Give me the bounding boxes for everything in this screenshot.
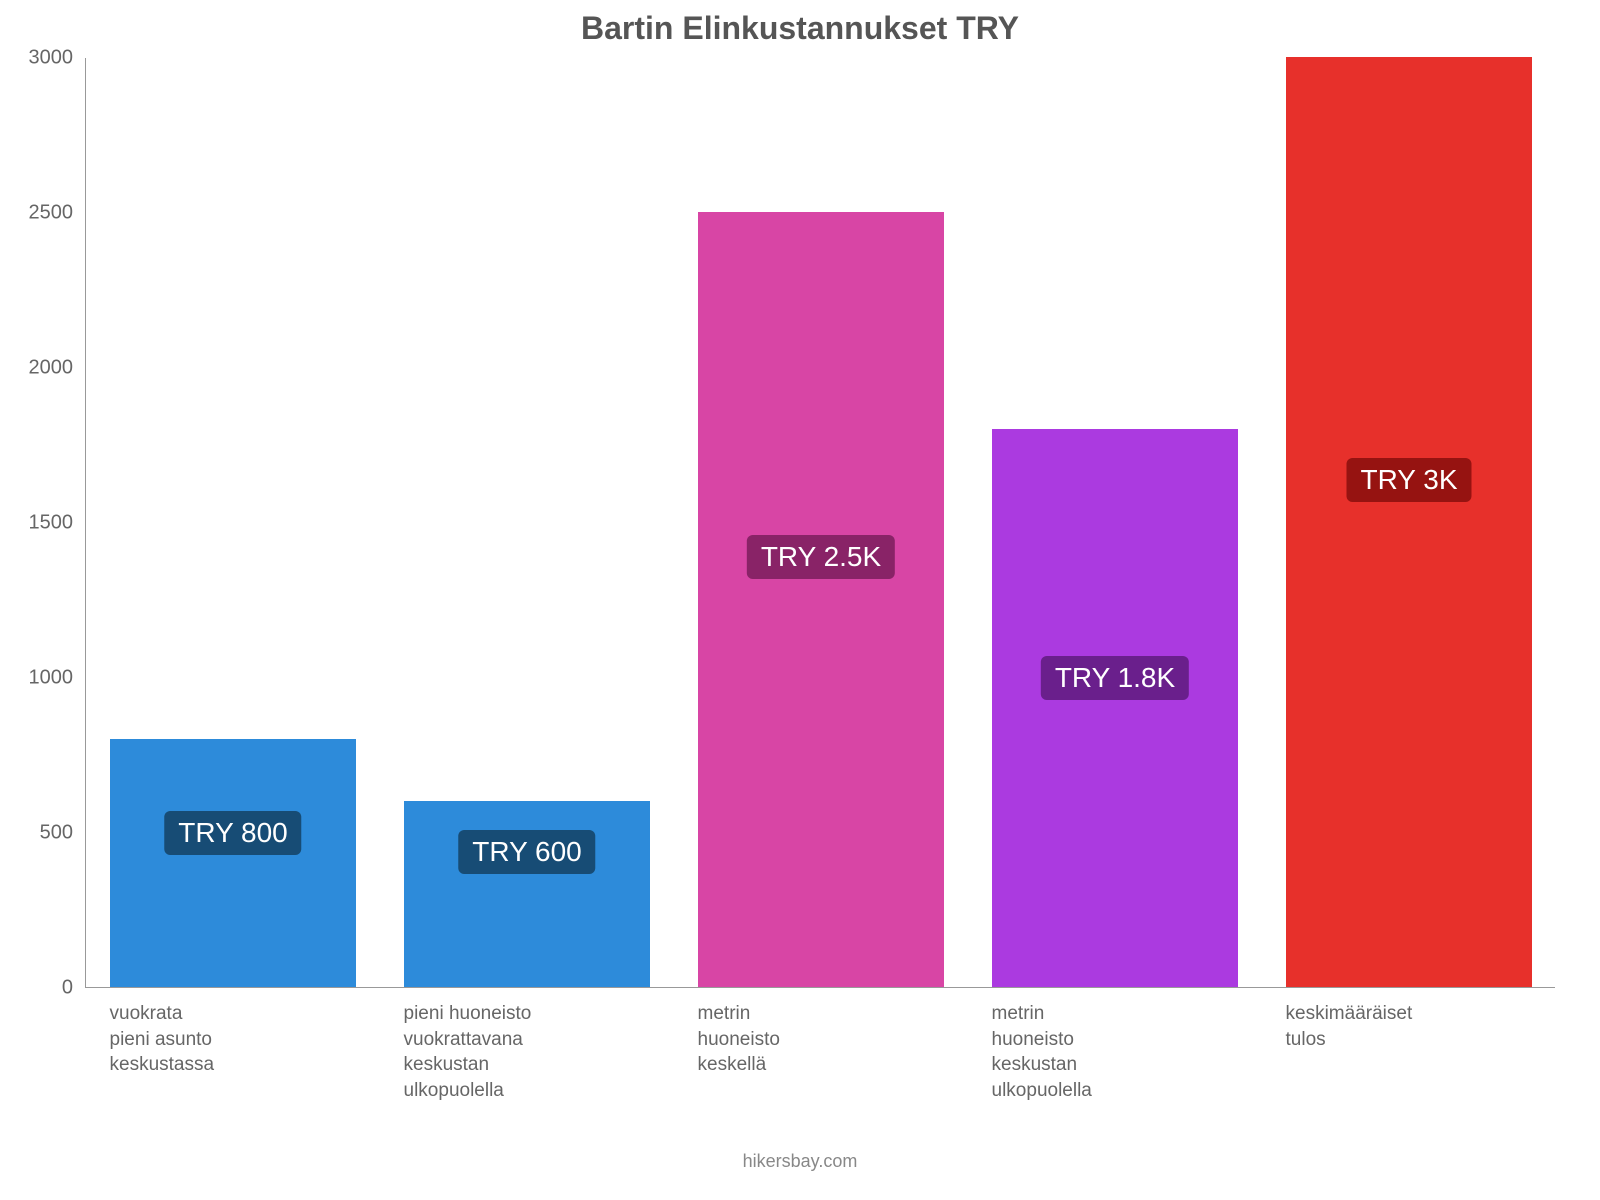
attribution: hikersbay.com — [0, 1151, 1600, 1172]
plot-area: 050010001500200025003000TRY 800vuokratap… — [85, 58, 1555, 988]
y-tick-label: 0 — [1, 977, 73, 1000]
bar — [992, 429, 1239, 987]
x-category-label: metrinhuoneistokeskellä — [698, 1001, 945, 1078]
bar-value-label: TRY 1.8K — [1041, 656, 1189, 700]
x-category-label: vuokratapieni asuntokeskustassa — [110, 1001, 357, 1078]
y-tick-label: 1000 — [1, 667, 73, 690]
bar-value-label: TRY 800 — [164, 811, 301, 855]
y-tick-label: 500 — [1, 822, 73, 845]
x-category-label: keskimääräisettulos — [1286, 1001, 1533, 1052]
x-category-label: metrinhuoneistokeskustanulkopuolella — [992, 1001, 1239, 1104]
y-tick-label: 1500 — [1, 512, 73, 535]
y-tick-label: 2500 — [1, 202, 73, 225]
bar-value-label: TRY 3K — [1346, 458, 1471, 502]
bar — [698, 212, 945, 987]
chart-title: Bartin Elinkustannukset TRY — [0, 10, 1600, 47]
bar — [1286, 57, 1533, 987]
bar — [110, 739, 357, 987]
x-category-label: pieni huoneistovuokrattavanakeskustanulk… — [404, 1001, 651, 1104]
y-tick-label: 3000 — [1, 47, 73, 70]
bar-value-label: TRY 2.5K — [747, 535, 895, 579]
bar-value-label: TRY 600 — [458, 830, 595, 874]
y-tick-label: 2000 — [1, 357, 73, 380]
chart-container: Bartin Elinkustannukset TRY 050010001500… — [0, 0, 1600, 1200]
